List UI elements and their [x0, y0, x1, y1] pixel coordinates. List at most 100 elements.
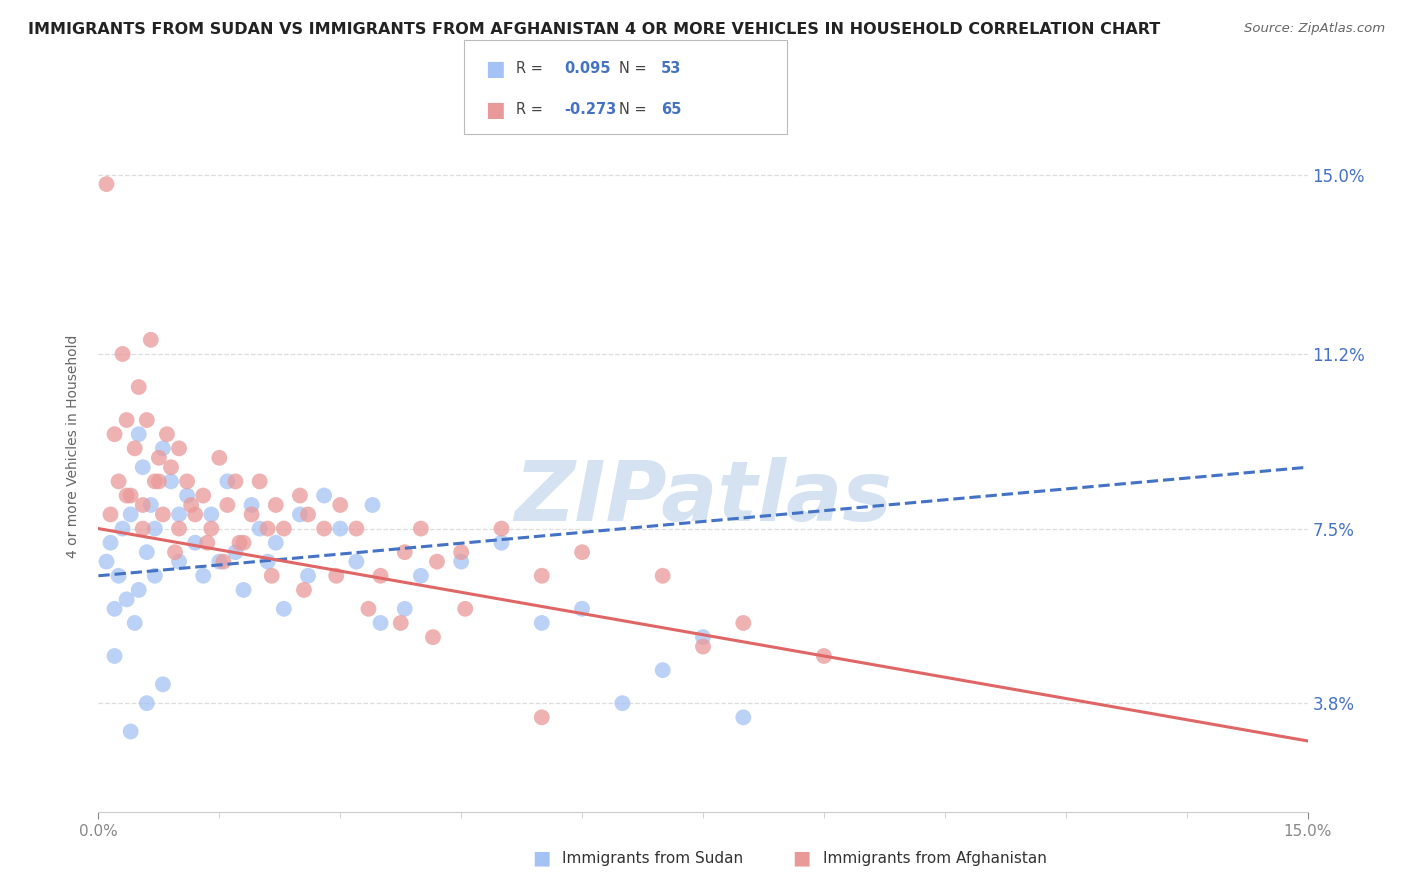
- Point: [208, 450, 231, 465]
- Point: [135, 413, 157, 427]
- Point: [232, 535, 254, 549]
- Point: [200, 508, 222, 522]
- Point: [115, 489, 138, 503]
- Point: [180, 498, 202, 512]
- Point: [193, 568, 215, 582]
- Point: [111, 522, 134, 536]
- Point: [132, 498, 155, 512]
- Point: [167, 555, 190, 569]
- Text: 53: 53: [661, 62, 681, 76]
- Point: [651, 663, 673, 677]
- Point: [100, 508, 122, 522]
- Point: [370, 615, 392, 630]
- Point: [135, 696, 157, 710]
- Point: [389, 615, 412, 630]
- Point: [273, 522, 295, 536]
- Point: [195, 535, 218, 549]
- Point: [115, 592, 138, 607]
- Point: [344, 555, 367, 569]
- Point: [143, 568, 166, 582]
- Point: [217, 498, 239, 512]
- Point: [135, 545, 157, 559]
- Point: [193, 489, 215, 503]
- Point: [139, 498, 162, 512]
- Point: [217, 475, 239, 489]
- Point: [167, 522, 190, 536]
- Point: [103, 427, 125, 442]
- Point: [256, 555, 278, 569]
- Point: [394, 602, 416, 616]
- Point: [160, 475, 183, 489]
- Text: 65: 65: [661, 103, 681, 117]
- Text: Immigrants from Afghanistan: Immigrants from Afghanistan: [823, 851, 1046, 865]
- Point: [571, 545, 593, 559]
- Point: [96, 177, 118, 191]
- Point: [325, 568, 347, 582]
- Point: [156, 427, 179, 442]
- Point: [394, 545, 416, 559]
- Point: [240, 508, 263, 522]
- Point: [297, 508, 319, 522]
- Point: [152, 442, 174, 456]
- Point: [288, 508, 311, 522]
- Point: [297, 568, 319, 582]
- Point: [314, 522, 336, 536]
- Point: [163, 545, 186, 559]
- Point: [128, 427, 150, 442]
- Text: 0.095: 0.095: [564, 62, 610, 76]
- Point: [426, 555, 449, 569]
- Point: [224, 545, 246, 559]
- Text: ■: ■: [792, 848, 811, 868]
- Point: [224, 475, 246, 489]
- Point: [152, 677, 174, 691]
- Point: [240, 498, 263, 512]
- Point: [111, 347, 134, 361]
- Point: [132, 522, 155, 536]
- Point: [264, 535, 287, 549]
- Point: [692, 630, 714, 644]
- Point: [344, 522, 367, 536]
- Point: [128, 380, 150, 394]
- Point: [103, 648, 125, 663]
- Text: -0.273: -0.273: [564, 103, 616, 117]
- Point: [176, 489, 198, 503]
- Point: [208, 555, 231, 569]
- Point: [160, 460, 183, 475]
- Point: [228, 535, 250, 549]
- Point: [120, 724, 142, 739]
- Point: [249, 475, 271, 489]
- Point: [232, 582, 254, 597]
- Point: [454, 602, 477, 616]
- Point: [143, 475, 166, 489]
- Point: [692, 640, 714, 654]
- Point: [120, 489, 142, 503]
- Point: [256, 522, 278, 536]
- Y-axis label: 4 or more Vehicles in Household: 4 or more Vehicles in Household: [66, 334, 80, 558]
- Point: [100, 535, 122, 549]
- Point: [530, 615, 553, 630]
- Text: R =: R =: [516, 103, 547, 117]
- Point: [200, 522, 222, 536]
- Text: R =: R =: [516, 62, 547, 76]
- Point: [115, 413, 138, 427]
- Point: [288, 489, 311, 503]
- Text: ■: ■: [485, 59, 505, 78]
- Point: [571, 602, 593, 616]
- Point: [132, 460, 155, 475]
- Point: [273, 602, 295, 616]
- Point: [167, 508, 190, 522]
- Point: [491, 522, 513, 536]
- Point: [128, 582, 150, 597]
- Point: [530, 710, 553, 724]
- Point: [409, 568, 432, 582]
- Point: [292, 582, 315, 597]
- Point: [120, 508, 142, 522]
- Point: [152, 508, 174, 522]
- Point: [357, 602, 380, 616]
- Point: [813, 648, 835, 663]
- Text: ■: ■: [485, 100, 505, 120]
- Point: [314, 489, 336, 503]
- Point: [612, 696, 634, 710]
- Point: [733, 710, 755, 724]
- Text: Immigrants from Sudan: Immigrants from Sudan: [562, 851, 744, 865]
